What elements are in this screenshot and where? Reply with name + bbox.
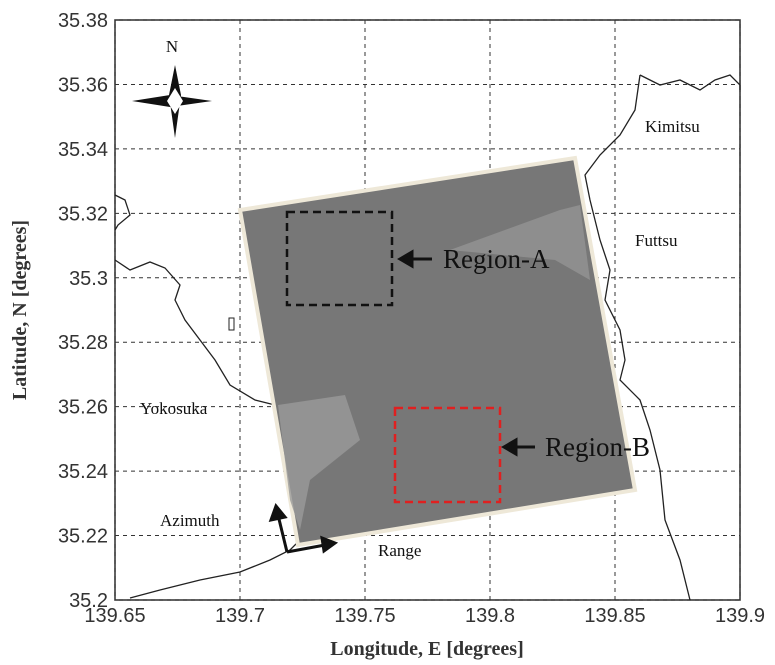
- y-tick-label: 35.28: [58, 332, 108, 354]
- y-tick-label: 35.24: [58, 461, 108, 483]
- y-tick-label: 35.3: [69, 268, 108, 290]
- compass-label: N: [166, 37, 178, 56]
- y-tick-label: 35.22: [58, 526, 108, 548]
- y-axis-label: Latitude, N [degrees]: [9, 220, 31, 400]
- x-tick-label: 139.8: [465, 605, 515, 627]
- y-tick-label: 35.34: [58, 139, 108, 161]
- x-axis-label: Longitude, E [degrees]: [330, 638, 524, 660]
- y-tick-label: 35.36: [58, 74, 108, 96]
- place-label: Yokosuka: [140, 399, 208, 418]
- y-tick-label: 35.32: [58, 203, 108, 225]
- region-label: Region-A: [443, 244, 550, 274]
- y-tick-label: 35.26: [58, 397, 108, 419]
- y-tick-label: 35.38: [58, 10, 108, 32]
- direction-label: Azimuth: [160, 511, 220, 530]
- direction-label: Range: [378, 541, 421, 560]
- y-tick-label: 35.2: [69, 590, 108, 612]
- region-label: Region-B: [545, 432, 650, 462]
- x-tick-label: 139.9: [715, 605, 765, 627]
- map-figure: N 139.65139.7139.75139.8139.85139.935.23…: [0, 0, 775, 665]
- x-tick-label: 139.75: [334, 605, 395, 627]
- x-tick-label: 139.85: [584, 605, 645, 627]
- place-label: Kimitsu: [645, 117, 700, 136]
- place-label: Futtsu: [635, 231, 678, 250]
- x-tick-label: 139.7: [215, 605, 265, 627]
